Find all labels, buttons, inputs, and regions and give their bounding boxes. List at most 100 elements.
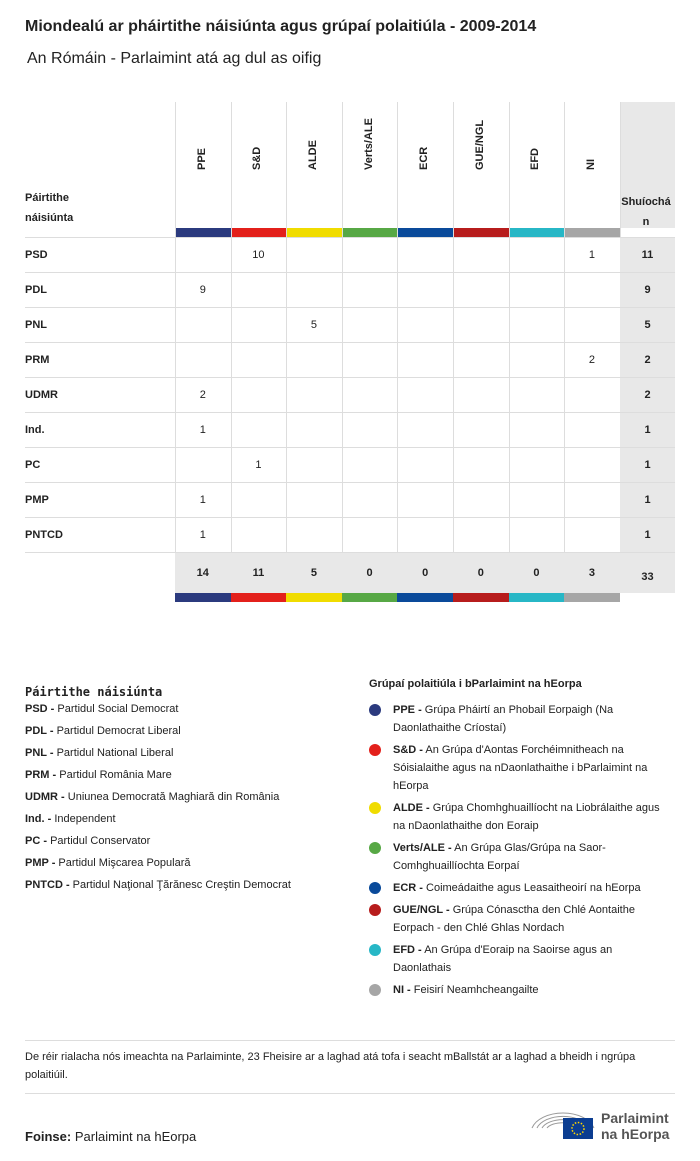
grand-total: 33	[641, 571, 654, 583]
column-total: 3	[588, 566, 596, 579]
group-legend-item: PPE - Grúpa Pháirtí an Phobail Eorpaigh …	[393, 701, 668, 737]
cell: 1	[199, 423, 206, 436]
source-label: Foinse:	[25, 1129, 72, 1144]
legend-text: Independent	[54, 813, 116, 825]
column-total: 0	[477, 566, 484, 579]
party-legend-item: PRM - Partidul România Mare	[25, 766, 355, 784]
column-header: ECR	[418, 146, 431, 170]
column-header: PPE	[195, 147, 208, 170]
party-legend-item: PC - Partidul Conservator	[25, 832, 355, 850]
row-total: 1	[644, 528, 651, 541]
legend-key: S&D -	[393, 744, 423, 756]
row-line	[25, 552, 675, 553]
color-bar	[341, 593, 398, 602]
legend-text: Partidul Democrat Liberal	[56, 725, 181, 737]
column-header: EFD	[529, 148, 542, 170]
color-bar	[397, 228, 453, 237]
row-total: 5	[644, 318, 651, 331]
legend-key: UDMR -	[25, 791, 65, 803]
legend-text: Grúpa Pháirtí an Phobail Eorpaigh (Na Da…	[393, 704, 614, 734]
column-header: Verts/ALE	[362, 118, 375, 170]
legend-key: PC -	[25, 835, 47, 847]
group-legend-item: S&D - An Grúpa d'Aontas Forchéimnitheach…	[393, 741, 668, 795]
party-legend-item: PMP - Partidul Mişcarea Populară	[25, 854, 355, 872]
total-header-bg	[620, 102, 675, 228]
legend-key: PDL -	[25, 725, 54, 737]
row-party: PNL	[25, 318, 47, 331]
column-header: NI	[585, 159, 597, 170]
column-total: 5	[310, 566, 318, 579]
row-line	[25, 307, 675, 308]
cell: 1	[199, 528, 206, 541]
grid-line	[453, 102, 454, 552]
party-legend-item: PSD - Partidul Social Democrat	[25, 700, 355, 718]
row-line	[25, 237, 675, 238]
legend-key: PNL -	[25, 747, 54, 759]
color-bar	[175, 228, 231, 237]
source: Foinse: Parlaimint na hEorpa	[25, 1129, 196, 1144]
grid-line	[397, 102, 399, 552]
row-total: 1	[644, 493, 651, 506]
group-legend-item: EFD - An Grúpa d'Eoraip na Saoirse agus …	[393, 941, 668, 977]
legend-text: Partidul Conservator	[50, 835, 151, 847]
color-bar	[175, 593, 231, 602]
total-header: Shuíochán	[621, 196, 671, 228]
row-party: PSD	[25, 248, 48, 261]
row-party: PMP	[25, 493, 49, 506]
party-legend-title: Páirtithe náisiúnta	[25, 685, 163, 699]
row-party: PNTCD	[25, 528, 63, 541]
legend-key: PSD -	[25, 703, 55, 715]
grid-line	[175, 102, 176, 552]
legend-text: Grúpa Cónasctha den Chlé Aontaithe Eorpa…	[393, 904, 635, 934]
legend-text: Partidul Mişcarea Populară	[58, 857, 191, 869]
cell: 2	[199, 388, 206, 401]
row-total: 2	[644, 353, 651, 366]
grid-line	[286, 102, 288, 552]
party-legend-item: Ind. - Independent	[25, 810, 355, 828]
color-bar	[341, 228, 398, 237]
legend-key: Ind. -	[25, 813, 52, 825]
color-bar	[230, 593, 287, 602]
color-bar	[453, 228, 509, 237]
row-line	[25, 412, 675, 413]
logo-line: na hEorpa	[601, 1126, 670, 1142]
legend-text: Partidul National Liberal	[56, 747, 174, 759]
grid-line	[508, 102, 510, 552]
cell: 2	[588, 353, 596, 366]
cell: 9	[199, 283, 206, 296]
row-total: 9	[644, 283, 651, 296]
grid-line	[230, 102, 232, 552]
cell: 1	[199, 493, 206, 506]
legend-key: NI -	[393, 984, 411, 996]
legend-dot	[369, 904, 381, 916]
row-total: 2	[644, 388, 651, 401]
row-line	[25, 342, 675, 343]
party-legend-item: PNTCD - Partidul Naţional Ţărănesc Creşt…	[25, 876, 355, 894]
legend-text: An Grúpa Glas/Grúpa na Saor-Comhghuaillí…	[393, 842, 606, 872]
legend-key: PMP -	[25, 857, 56, 869]
legend-dot	[369, 704, 381, 716]
legend-text: Grúpa Chomhghuaillíocht na Liobrálaithe …	[393, 802, 660, 832]
legend-key: EFD -	[393, 944, 422, 956]
group-legend-item: ECR - Coimeádaithe agus Leasaitheoirí na…	[393, 879, 668, 897]
party-legend-item: UDMR - Uniunea Democrată Maghiară din Ro…	[25, 788, 355, 806]
legend-text: Partidul Naţional Ţărănesc Creştin Democ…	[72, 879, 291, 891]
color-bar	[397, 593, 453, 602]
row-line	[25, 377, 675, 378]
group-legend-item: NI - Feisirí Neamhcheangailte	[393, 981, 668, 999]
subtitle: An Rómáin - Parlaimint atá ag dul as oif…	[27, 50, 322, 67]
column-header: S&D	[251, 146, 264, 170]
total-col-bg	[620, 237, 675, 552]
logo-icon	[531, 1112, 595, 1139]
row-total: 1	[644, 458, 651, 471]
corner-header: Páirtithe náisiúnta	[25, 192, 74, 224]
row-party: Ind.	[25, 423, 45, 436]
legend-dot	[369, 944, 381, 956]
row-party: PRM	[25, 353, 50, 366]
color-bar	[564, 593, 620, 602]
group-legend-item: ALDE - Grúpa Chomhghuaillíocht na Liobrá…	[393, 799, 668, 835]
cell: 1	[588, 248, 596, 261]
grid-line	[341, 102, 343, 552]
legend-text: Partidul Social Democrat	[57, 703, 179, 715]
